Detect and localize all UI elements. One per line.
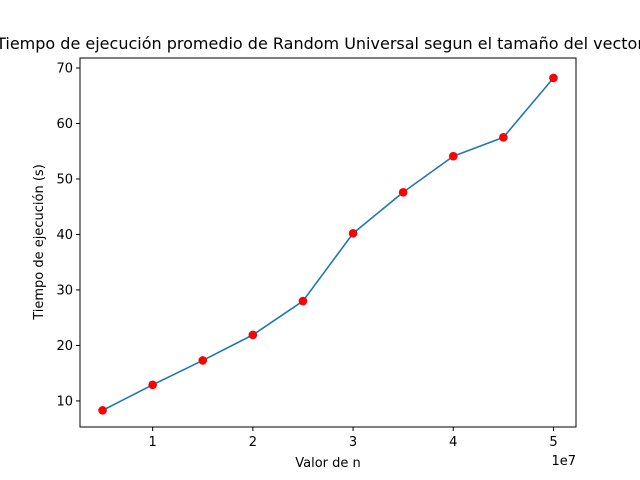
data-point (398, 187, 408, 197)
x-tick-label: 2 (249, 435, 257, 450)
x-tick-label: 1 (149, 435, 157, 450)
y-tick-label: 30 (56, 283, 73, 298)
data-point (98, 406, 107, 415)
data-point (298, 296, 308, 306)
data-point (348, 229, 358, 238)
ticks: 1 2 3 4 5 10 20 30 40 50 60 70 (56, 61, 557, 450)
data-point (248, 330, 258, 340)
series-line (102, 77, 555, 412)
x-axis-offset: 1e7 (551, 454, 576, 469)
x-tick-label: 5 (549, 435, 557, 450)
y-tick-label: 50 (56, 172, 73, 187)
x-axis-label: Valor de n (295, 456, 361, 471)
y-tick-label: 70 (56, 61, 73, 76)
x-tick-label: 4 (449, 435, 457, 450)
data-point (198, 356, 208, 365)
plot-frame (79, 57, 577, 428)
chart-title: Tiempo de ejecución promedio de Random U… (0, 34, 640, 53)
y-tick-label: 40 (56, 228, 73, 243)
y-tick-label: 20 (56, 339, 73, 354)
data-point (448, 151, 458, 161)
data-point (499, 133, 508, 142)
data-point (549, 73, 558, 83)
y-tick-label: 10 (56, 394, 73, 409)
x-tick-label: 3 (349, 435, 357, 450)
y-axis-label: Tiempo de ejecución (s) (32, 164, 47, 321)
data-point (148, 380, 157, 390)
series (98, 73, 558, 415)
y-tick-label: 60 (56, 117, 73, 132)
